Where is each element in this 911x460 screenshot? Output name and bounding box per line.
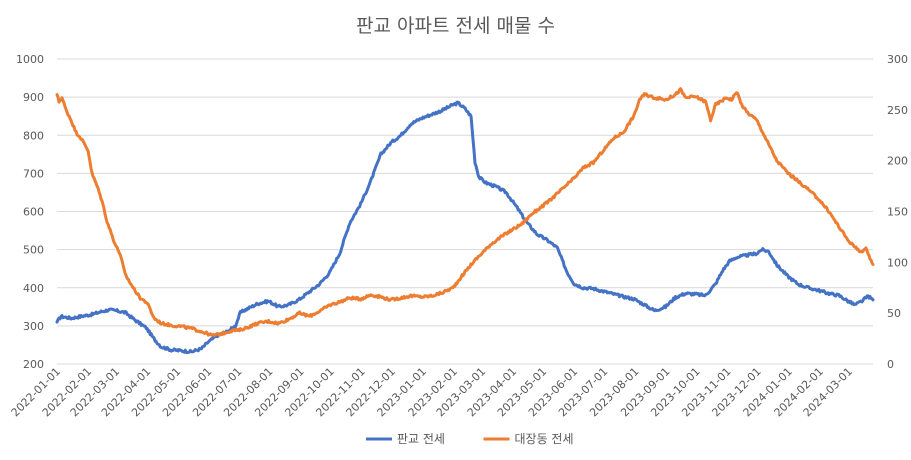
right-tick-label: 100	[887, 256, 908, 269]
right-y-axis: 0 50 100 150 200 250 300	[887, 53, 908, 371]
right-tick-label: 0	[887, 358, 894, 371]
series-line-0	[55, 100, 875, 355]
left-tick-label: 400	[23, 282, 44, 295]
right-tick-label: 300	[887, 53, 908, 66]
chart-title: 판교 아파트 전세 매물 수	[356, 15, 555, 37]
series-line-1	[55, 87, 875, 337]
legend: 판교 전세 대장동 전세	[366, 432, 574, 446]
left-tick-label: 800	[23, 129, 44, 142]
legend-label: 판교 전세	[397, 432, 445, 446]
right-tick-label: 150	[887, 206, 908, 219]
legend-label: 대장동 전세	[515, 432, 574, 446]
left-tick-label: 900	[23, 91, 44, 104]
left-tick-label: 300	[23, 320, 44, 333]
x-axis: 2022-01-012022-02-012022-03-012022-04-01…	[9, 365, 855, 419]
right-tick-label: 50	[887, 307, 901, 320]
grid-lines	[57, 58, 873, 365]
left-y-axis: 200 300 400 500 600 700 800 900 1000	[16, 53, 44, 371]
left-tick-label: 200	[23, 358, 44, 371]
left-tick-label: 600	[23, 206, 44, 219]
left-tick-label: 500	[23, 244, 44, 257]
left-tick-label: 700	[23, 167, 44, 180]
right-tick-label: 200	[887, 155, 908, 168]
right-tick-label: 250	[887, 104, 908, 117]
series-lines	[55, 87, 875, 355]
left-tick-label: 1000	[16, 53, 44, 66]
